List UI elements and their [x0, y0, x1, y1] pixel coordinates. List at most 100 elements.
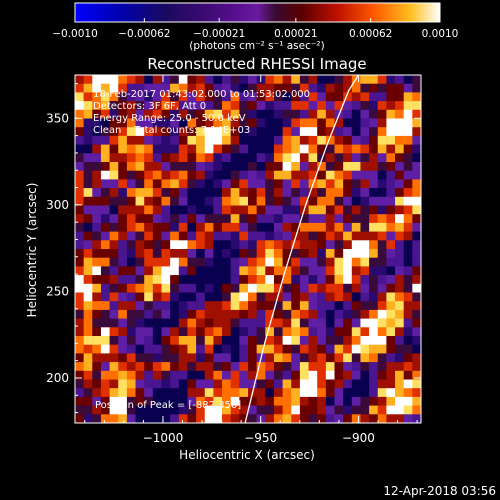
heatmap-cell — [222, 144, 231, 154]
heatmap-cell — [213, 414, 223, 423]
heatmap-cell — [369, 388, 379, 398]
heatmap-cell — [386, 135, 396, 145]
heatmap-cell — [334, 405, 344, 415]
heatmap-cell — [239, 309, 249, 319]
heatmap-cell — [152, 83, 162, 93]
heatmap-cell — [187, 153, 197, 163]
heatmap-cell — [256, 249, 266, 258]
heatmap-cell — [100, 292, 110, 302]
heatmap-cell — [152, 231, 162, 241]
heatmap-cell — [161, 336, 171, 345]
heatmap-cell — [343, 309, 353, 319]
heatmap-cell — [291, 135, 301, 145]
heatmap-cell — [109, 257, 119, 267]
heatmap-cell — [282, 83, 292, 93]
heatmap-cell — [196, 353, 206, 363]
heatmap-cell — [83, 109, 93, 119]
heatmap-cell — [291, 414, 301, 423]
heatmap-cell — [308, 388, 318, 398]
heatmap-cell — [412, 266, 421, 276]
heatmap-cell — [351, 188, 361, 198]
heatmap-cell — [317, 353, 327, 363]
heatmap-cell — [100, 396, 110, 406]
heatmap-cell — [152, 118, 162, 128]
heatmap-cell — [204, 370, 214, 380]
heatmap-cell — [239, 370, 249, 380]
heatmap-cell — [144, 153, 154, 163]
heatmap-cell — [239, 240, 249, 250]
heatmap-cell — [178, 249, 188, 258]
heatmap-cell — [291, 344, 301, 354]
heatmap-cell — [213, 405, 223, 415]
heatmap-cell — [412, 214, 421, 224]
heatmap-cell — [144, 370, 154, 380]
heatmap-cell — [109, 275, 119, 285]
heatmap-cell — [187, 370, 197, 380]
heatmap-cell — [118, 135, 128, 145]
heatmap-cell — [248, 275, 257, 285]
heatmap-cell — [334, 379, 344, 389]
heatmap-cell — [196, 405, 206, 415]
heatmap-cell — [325, 301, 335, 311]
heatmap-cell — [299, 318, 309, 328]
heatmap-cell — [230, 309, 240, 319]
heatmap-cell — [118, 162, 128, 171]
heatmap-cell — [334, 188, 344, 198]
heatmap-cell — [239, 301, 249, 311]
heatmap-cell — [135, 153, 145, 163]
heatmap-cell — [386, 275, 396, 285]
heatmap-cell — [230, 188, 240, 198]
heatmap-cell — [291, 318, 301, 328]
heatmap-cell — [317, 301, 327, 311]
heatmap-cell — [412, 344, 421, 354]
heatmap-cell — [118, 292, 128, 302]
heatmap-cell — [265, 109, 275, 119]
heatmap-cell — [83, 240, 93, 250]
heatmap-cell — [239, 353, 249, 363]
heatmap-cell — [308, 257, 318, 267]
heatmap-cell — [75, 336, 84, 345]
heatmap-cell — [118, 118, 128, 128]
heatmap-cell — [109, 231, 119, 241]
heatmap-cell — [265, 214, 275, 224]
heatmap-cell — [187, 118, 197, 128]
heatmap-cell — [144, 344, 154, 354]
heatmap-cells — [75, 75, 421, 423]
heatmap-cell — [325, 170, 335, 180]
heatmap-cell — [109, 109, 119, 119]
x-tick-label: −950 — [244, 431, 277, 445]
heatmap-cell — [239, 170, 249, 180]
heatmap-cell — [248, 231, 257, 241]
heatmap-cell — [317, 414, 327, 423]
heatmap-cell — [135, 405, 145, 415]
heatmap-cell — [161, 135, 171, 145]
heatmap-cell — [222, 318, 231, 328]
heatmap-cell — [334, 83, 344, 93]
heatmap-cell — [395, 249, 404, 258]
heatmap-cell — [213, 396, 223, 406]
heatmap-cell — [265, 292, 275, 302]
heatmap-cell — [308, 231, 318, 241]
heatmap-cell — [291, 336, 301, 345]
heatmap-cell — [412, 118, 421, 128]
heatmap-cell — [403, 257, 413, 267]
heatmap-cell — [152, 353, 162, 363]
heatmap-cell — [118, 127, 128, 137]
heatmap-cell — [386, 101, 396, 111]
heatmap-cell — [213, 214, 223, 224]
heatmap-cell — [126, 309, 136, 319]
heatmap-cell — [308, 275, 318, 285]
heatmap-cell — [291, 292, 301, 302]
heatmap-cell — [100, 205, 110, 215]
colorbar-frame — [74, 2, 441, 23]
heatmap-cell — [299, 92, 309, 102]
heatmap-cell — [360, 205, 370, 215]
heatmap-cell — [118, 170, 128, 180]
heatmap-cell — [360, 92, 370, 102]
heatmap-cell — [135, 388, 145, 398]
heatmap-cell — [92, 179, 102, 189]
heatmap-cell — [135, 292, 145, 302]
heatmap-cell — [222, 196, 231, 206]
heatmap-cell — [230, 75, 240, 84]
